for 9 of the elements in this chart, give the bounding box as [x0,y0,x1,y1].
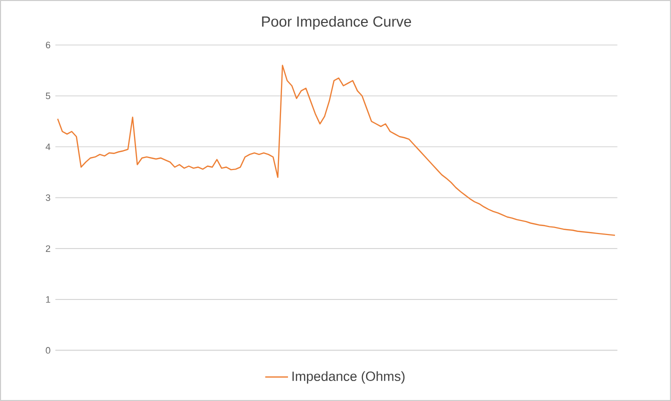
y-tick-label: 1 [46,296,50,303]
y-tick-label: 6 [46,42,50,48]
y-tick-label: 2 [46,245,50,252]
y-tick-label: 5 [46,92,50,100]
legend-label: Impedance (Ohms) [292,371,405,384]
y-tick-label: 0 [46,347,50,354]
y-tick-label: 4 [46,144,50,150]
chart-title: Poor Impedance Curve [262,16,412,30]
y-tick-label: 3 [46,194,50,201]
